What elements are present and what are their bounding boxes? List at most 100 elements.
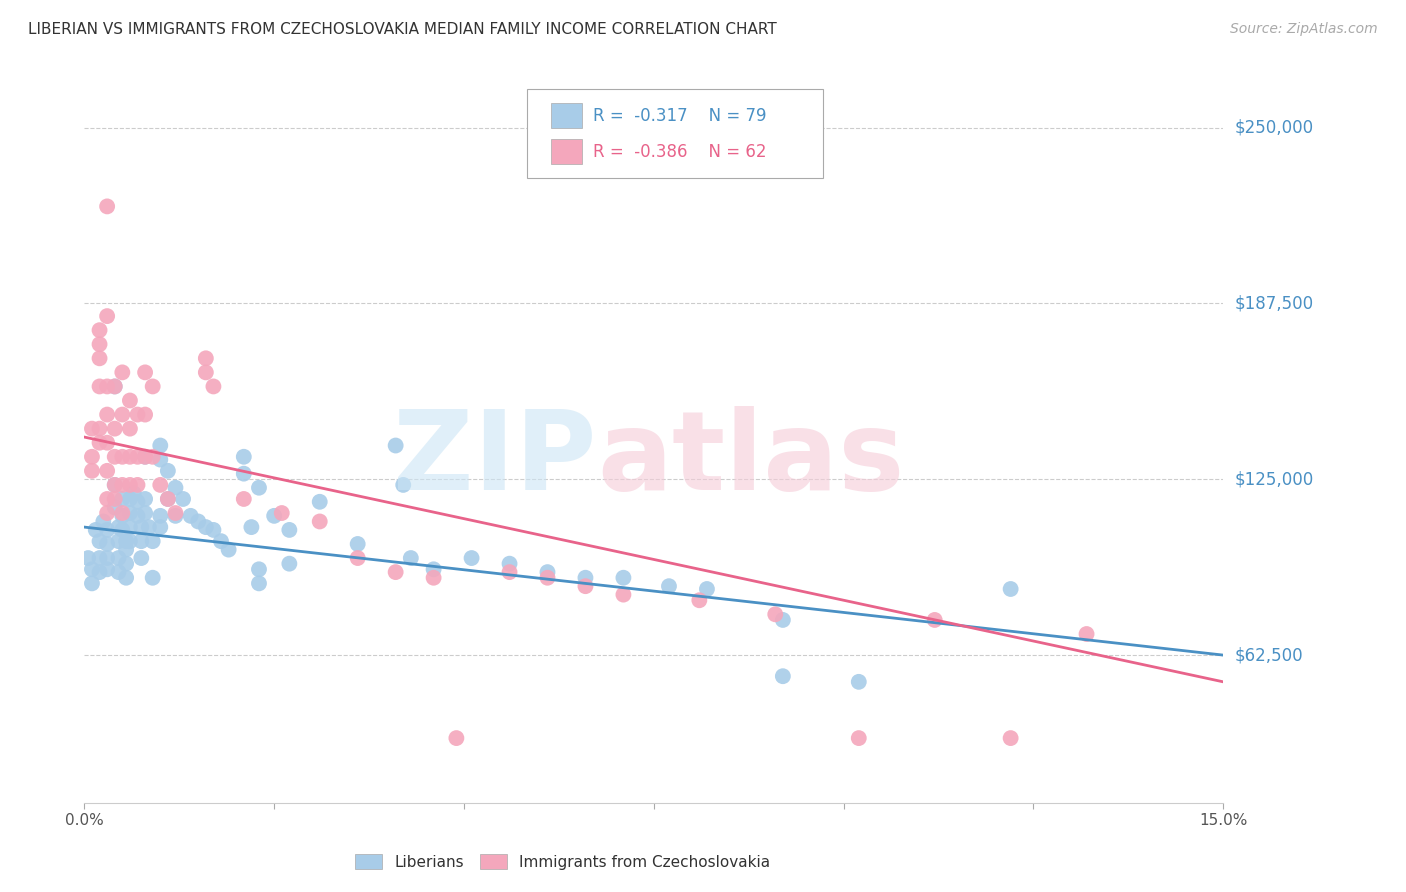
Text: ZIP: ZIP xyxy=(394,406,598,513)
Point xyxy=(399,551,422,566)
Point xyxy=(142,534,165,549)
Point xyxy=(96,537,118,551)
Point xyxy=(89,422,111,436)
Point xyxy=(104,379,127,393)
Point xyxy=(96,379,118,393)
Point xyxy=(127,495,149,509)
Point xyxy=(187,515,209,529)
Legend: Liberians, Immigrants from Czechoslovakia: Liberians, Immigrants from Czechoslovaki… xyxy=(349,847,776,876)
Point xyxy=(104,422,127,436)
Point xyxy=(1076,627,1098,641)
Point xyxy=(80,422,103,436)
Point xyxy=(89,551,111,566)
Point xyxy=(202,523,225,537)
Point xyxy=(134,506,156,520)
Point xyxy=(134,491,156,506)
Point xyxy=(111,408,134,422)
Point xyxy=(80,464,103,478)
Point xyxy=(111,506,134,520)
Text: R =  -0.317    N = 79: R = -0.317 N = 79 xyxy=(593,107,766,125)
Point xyxy=(247,481,270,495)
Text: $125,000: $125,000 xyxy=(1234,470,1313,488)
Point xyxy=(89,337,111,351)
Point xyxy=(218,542,240,557)
Point xyxy=(696,582,718,596)
Point xyxy=(422,571,444,585)
Point xyxy=(118,478,141,492)
Point xyxy=(96,551,118,566)
Point xyxy=(384,438,406,452)
Point xyxy=(118,450,141,464)
Point xyxy=(118,491,141,506)
Point xyxy=(104,491,127,506)
Point xyxy=(104,379,127,393)
Text: $187,500: $187,500 xyxy=(1234,294,1313,312)
Point xyxy=(89,323,111,337)
Point xyxy=(115,571,138,585)
Point xyxy=(80,576,103,591)
Point xyxy=(134,450,156,464)
Point xyxy=(134,365,156,379)
Point xyxy=(96,309,118,323)
Point xyxy=(134,408,156,422)
Point xyxy=(346,537,368,551)
Point xyxy=(924,613,946,627)
Point xyxy=(118,520,141,534)
Point xyxy=(194,520,217,534)
Point xyxy=(118,422,141,436)
Point xyxy=(96,199,118,213)
Point xyxy=(209,534,232,549)
Point xyxy=(149,438,172,452)
Point xyxy=(127,408,149,422)
Point xyxy=(96,435,118,450)
Text: LIBERIAN VS IMMIGRANTS FROM CZECHOSLOVAKIA MEDIAN FAMILY INCOME CORRELATION CHAR: LIBERIAN VS IMMIGRANTS FROM CZECHOSLOVAK… xyxy=(28,22,778,37)
Point xyxy=(89,379,111,393)
Point xyxy=(96,464,118,478)
Point xyxy=(772,613,794,627)
Point xyxy=(270,506,292,520)
Point xyxy=(111,491,134,506)
Point xyxy=(194,365,217,379)
Point xyxy=(180,508,202,523)
Point xyxy=(232,467,254,481)
Text: Source: ZipAtlas.com: Source: ZipAtlas.com xyxy=(1230,22,1378,37)
Point xyxy=(89,565,111,579)
Point xyxy=(84,523,107,537)
Point xyxy=(96,506,118,520)
Point xyxy=(111,508,134,523)
Point xyxy=(240,520,263,534)
Point xyxy=(111,478,134,492)
Point xyxy=(89,435,111,450)
Point xyxy=(384,565,406,579)
Point xyxy=(574,571,596,585)
Point xyxy=(142,379,165,393)
Point xyxy=(232,491,254,506)
Point xyxy=(118,506,141,520)
Point xyxy=(574,579,596,593)
Point xyxy=(658,579,681,593)
Text: atlas: atlas xyxy=(598,406,904,513)
Point xyxy=(142,571,165,585)
Point xyxy=(165,508,187,523)
Point xyxy=(96,523,118,537)
Point xyxy=(115,534,138,549)
Point xyxy=(232,450,254,464)
Point xyxy=(142,450,165,464)
Point xyxy=(165,506,187,520)
Point xyxy=(772,669,794,683)
Point xyxy=(131,551,153,566)
Point xyxy=(202,379,225,393)
Point xyxy=(93,515,115,529)
Text: $250,000: $250,000 xyxy=(1234,119,1313,136)
Point xyxy=(247,562,270,576)
Point xyxy=(308,495,330,509)
Point xyxy=(104,450,127,464)
Point xyxy=(346,551,368,566)
Point xyxy=(536,565,558,579)
Point xyxy=(156,491,179,506)
Point xyxy=(1000,582,1022,596)
Point xyxy=(131,520,153,534)
Point xyxy=(498,557,520,571)
Point xyxy=(134,450,156,464)
Text: R =  -0.386    N = 62: R = -0.386 N = 62 xyxy=(593,143,766,161)
